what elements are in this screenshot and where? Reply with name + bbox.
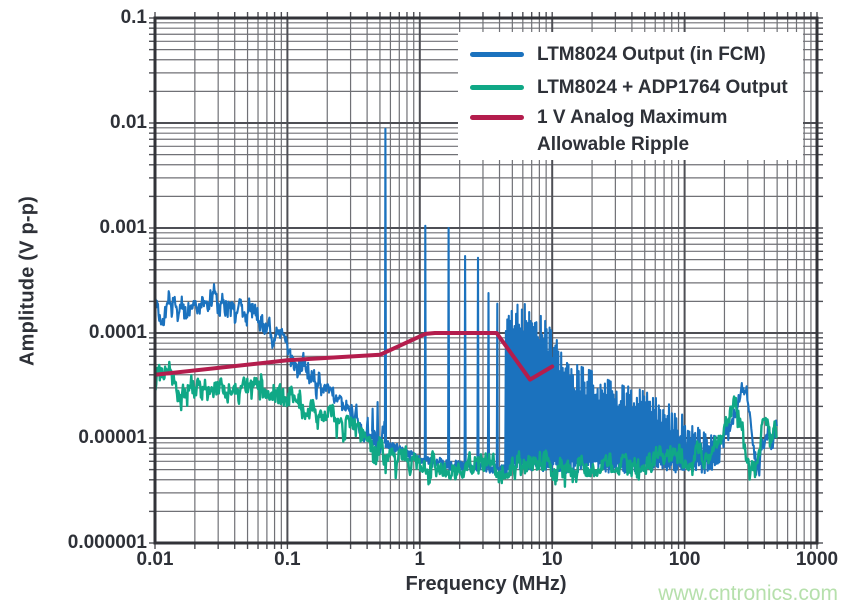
x-tick-label: 1000 xyxy=(795,549,839,570)
series-1v-analog-max-ripple xyxy=(155,331,555,382)
x-tick-label: 100 xyxy=(668,549,701,570)
x-tick-label: 10 xyxy=(541,549,563,570)
legend-label-max-ripple: 1 V Analog Maximum Allowable Ripple xyxy=(537,107,728,155)
legend-label-ltm8024-adp1764-output: LTM8024 + ADP1764 Output xyxy=(537,76,788,98)
legend-swatch-green-line xyxy=(470,85,524,90)
x-axis-title: Frequency (MHz) xyxy=(405,573,567,595)
y-tick-label: 0.000001 xyxy=(67,532,147,553)
legend-item-max-ripple: 1 V Analog Maximum Allowable Ripple xyxy=(470,104,803,160)
legend-swatch-red-line xyxy=(470,115,524,120)
legend-swatch-blue-line xyxy=(470,52,524,57)
legend-label-ltm8024-output: LTM8024 Output (in FCM) xyxy=(537,43,766,65)
series-ltm8024-output-fcm xyxy=(155,127,778,477)
y-tick-label: 0.001 xyxy=(99,217,147,238)
y-tick-label: 0.01 xyxy=(110,112,147,133)
series-ltm8024-adp1764-output xyxy=(155,360,778,488)
legend: LTM8024 Output (in FCM) LTM8024 + ADP176… xyxy=(458,32,803,160)
y-tick-label: 0.0001 xyxy=(88,322,147,343)
x-tick-label: 0.1 xyxy=(274,549,301,570)
legend-item-ltm8024-output: LTM8024 Output (in FCM) xyxy=(470,38,803,71)
y-tick-label: 0.00001 xyxy=(78,427,147,448)
y-tick-label: 0.1 xyxy=(120,7,147,28)
x-tick-label: 0.01 xyxy=(136,549,174,570)
x-tick-label: 1 xyxy=(414,549,426,570)
watermark: www.cntronics.com xyxy=(658,582,838,605)
legend-item-ltm8024-adp1764-output: LTM8024 + ADP1764 Output xyxy=(470,71,803,104)
